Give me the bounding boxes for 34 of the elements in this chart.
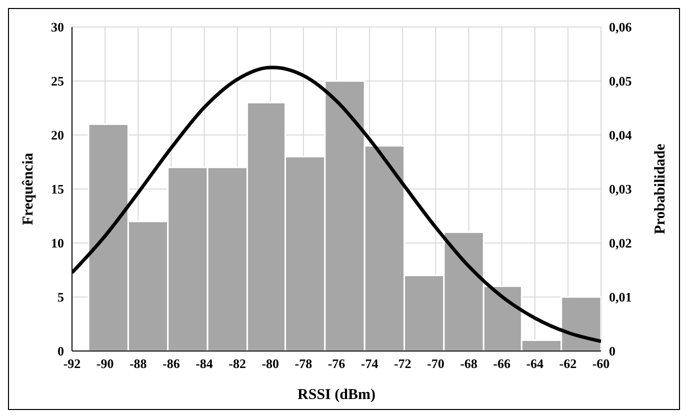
y-tick-label: 5 bbox=[58, 290, 64, 305]
x-tick-label: -80 bbox=[262, 356, 280, 372]
y2-tick-label: 0,03 bbox=[609, 182, 632, 197]
y2-tick-label: 0,02 bbox=[609, 236, 632, 251]
x-tick-label: -70 bbox=[427, 356, 444, 372]
y2-tick-label: 0,06 bbox=[609, 20, 632, 35]
y-tick-label: 20 bbox=[51, 128, 64, 143]
x-tick-label: -88 bbox=[129, 356, 148, 372]
x-tick-label: -66 bbox=[493, 356, 511, 372]
y-tick-label: 25 bbox=[51, 74, 64, 89]
y2-tick-label: 0 bbox=[609, 344, 616, 359]
y2-tick-label: 0,04 bbox=[609, 128, 632, 143]
y-axis-title: Frequência bbox=[20, 152, 36, 226]
y2-axis-title: Probabilidade bbox=[652, 143, 668, 234]
x-tick-label: -86 bbox=[162, 356, 180, 372]
x-tick-label: -76 bbox=[328, 356, 346, 372]
y-tick-label: 0 bbox=[58, 344, 64, 359]
x-tick-label: -90 bbox=[96, 356, 114, 372]
x-tick-label: -74 bbox=[360, 356, 379, 372]
y2-tick-label: 0,05 bbox=[609, 74, 632, 89]
y-tick-label: 15 bbox=[51, 182, 64, 197]
y-tick-label: 10 bbox=[51, 236, 64, 251]
x-tick-label: -72 bbox=[394, 356, 412, 372]
x-tick-label: -68 bbox=[460, 356, 478, 372]
x-tick-label: -62 bbox=[559, 356, 577, 372]
y2-tick-label: 0,01 bbox=[609, 290, 632, 305]
y-tick-label: 30 bbox=[51, 20, 64, 35]
x-tick-label: -64 bbox=[526, 356, 544, 372]
x-tick-label: -92 bbox=[63, 356, 81, 372]
x-tick-label: -60 bbox=[592, 356, 610, 372]
x-tick-label: -84 bbox=[196, 356, 214, 372]
x-axis-title: RSSI (dBm) bbox=[298, 387, 376, 403]
x-tick-label: -82 bbox=[228, 356, 246, 372]
x-tick-label: -78 bbox=[294, 356, 313, 372]
